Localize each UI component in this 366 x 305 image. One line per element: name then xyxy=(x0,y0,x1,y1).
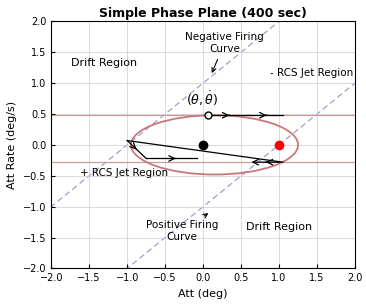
Text: $(\theta, \dot{\theta})$: $(\theta, \dot{\theta})$ xyxy=(186,89,219,108)
Text: Positive Firing
Curve: Positive Firing Curve xyxy=(146,214,218,242)
Y-axis label: Att Rate (deg/s): Att Rate (deg/s) xyxy=(7,101,17,189)
Text: + RCS Jet Region: + RCS Jet Region xyxy=(80,168,168,178)
X-axis label: Att (deg): Att (deg) xyxy=(178,289,228,299)
Text: - RCS Jet Region: - RCS Jet Region xyxy=(270,68,353,78)
Text: Drift Region: Drift Region xyxy=(71,58,138,68)
Text: Drift Region: Drift Region xyxy=(246,222,312,232)
Title: Simple Phase Plane (400 sec): Simple Phase Plane (400 sec) xyxy=(99,7,307,20)
Text: Negative Firing
Curve: Negative Firing Curve xyxy=(185,33,264,72)
